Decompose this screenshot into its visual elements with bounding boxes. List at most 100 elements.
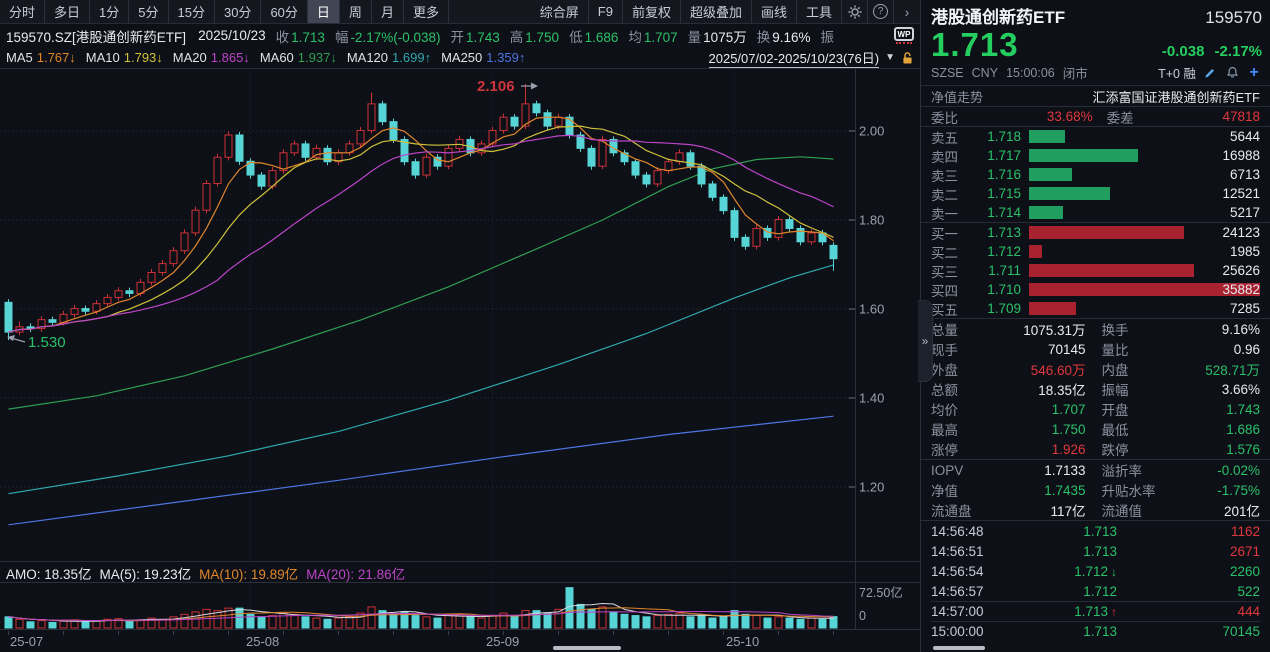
candle-body <box>26 326 35 330</box>
volume-bar <box>642 616 651 629</box>
candle-body <box>70 308 79 315</box>
tool-button[interactable]: 综合屏 <box>531 0 589 23</box>
quote-panel: 港股通创新药ETF 159570 1.713 -0.038 -2.17% SZS… <box>920 0 1270 652</box>
trade-tick-row: 15:00:00 1.713 70145 <box>931 621 1260 641</box>
candle-body <box>686 152 695 167</box>
nav-trend-row[interactable]: 净值走势 汇添富国证港股通创新药ETF <box>921 85 1270 106</box>
stat-value: 1.743 <box>1226 401 1260 417</box>
toolbar-spacer <box>449 0 531 23</box>
trade-tick-row: 14:56:54 1.712 ↓ 2260 <box>931 561 1260 581</box>
alert-bell-icon[interactable] <box>1224 65 1240 81</box>
period-tab[interactable]: 月 <box>372 0 404 23</box>
settings-gear-icon[interactable] <box>842 0 868 23</box>
add-to-watchlist-icon[interactable]: + <box>1249 63 1259 81</box>
candle-body <box>147 272 156 283</box>
candle-body <box>488 130 497 145</box>
candle-body <box>180 232 189 252</box>
depth-volume-bar <box>1029 187 1110 200</box>
depth-row-ask[interactable]: 卖一 1.714 5217 <box>931 203 1260 222</box>
depth-row-bid[interactable]: 买二 1.712 1985 <box>931 242 1260 261</box>
candle-body <box>444 147 453 167</box>
depth-row-bid[interactable]: 买五 1.709 7285 <box>931 299 1260 318</box>
depth-row-ask[interactable]: 卖二 1.715 12521 <box>931 184 1260 203</box>
quote-field-value: 1075万 <box>703 29 747 45</box>
depth-row-bid[interactable]: 买一 1.713 24123 <box>931 223 1260 242</box>
stat-row: 现手 70145 量比 0.96 <box>931 339 1260 359</box>
tool-button[interactable]: 画线 <box>752 0 797 23</box>
stat-label: 换手 <box>1101 323 1129 338</box>
stat-value: 546.60万 <box>1030 363 1086 378</box>
tick-time: 14:56:57 <box>931 583 984 599</box>
volume-bar <box>180 613 189 629</box>
help-icon[interactable]: ? <box>868 0 894 23</box>
volume-bar <box>664 613 673 629</box>
unlock-icon[interactable] <box>901 51 914 65</box>
dropdown-caret-icon[interactable]: ▼ <box>885 52 895 63</box>
volume-bar <box>191 611 200 629</box>
period-tab[interactable]: 5分 <box>129 0 169 23</box>
period-tab[interactable]: 多日 <box>45 0 91 23</box>
period-tab[interactable]: 更多 <box>404 0 449 23</box>
depth-bar-zone: 35882 <box>1029 282 1260 297</box>
volume-bar <box>26 621 35 629</box>
date-range-selector[interactable]: 2025/07/02-2025/10/23(76日) <box>708 48 880 68</box>
stat-label: 总额 <box>931 383 958 398</box>
period-tab[interactable]: 周 <box>340 0 372 23</box>
period-tab[interactable]: 分时 <box>0 0 46 23</box>
period-tab[interactable]: 日 <box>307 0 340 23</box>
depth-row-bid[interactable]: 买四 1.710 35882 <box>931 280 1260 299</box>
edit-pencil-icon[interactable] <box>1202 65 1218 81</box>
tool-button[interactable]: F9 <box>589 0 623 23</box>
ma-item-value: 1.865↓ <box>210 50 250 65</box>
candle-body <box>4 301 13 333</box>
panel-collapse-handle[interactable]: » <box>918 300 933 382</box>
wp-plugin-icon[interactable]: WP <box>894 27 914 44</box>
volume-bar <box>114 618 123 629</box>
period-tab[interactable]: 60分 <box>261 0 308 23</box>
candle-body <box>389 121 398 140</box>
depth-row-bid[interactable]: 买三 1.711 25626 <box>931 261 1260 280</box>
period-tab[interactable]: 30分 <box>215 0 262 23</box>
candle-body <box>719 196 728 212</box>
stat-row: 净值 1.7435 升贴水率 -1.75% <box>931 480 1260 500</box>
candle-body <box>422 156 431 176</box>
panel-scrollbar[interactable] <box>933 646 985 650</box>
quote-field-value: 1.686 <box>584 29 619 45</box>
tick-price: 1.712 <box>1083 583 1117 599</box>
period-tab[interactable]: 15分 <box>169 0 215 23</box>
quote-field-value: 1.743 <box>465 29 500 45</box>
depth-qty: 5644 <box>1229 129 1260 144</box>
volume-bar <box>15 618 24 629</box>
depth-qty: 24123 <box>1222 225 1260 240</box>
depth-qty: 16988 <box>1222 148 1260 163</box>
depth-level-label: 卖三 <box>931 168 958 184</box>
toolbar-more-chevron-icon[interactable]: › <box>894 0 920 23</box>
depth-bar-zone: 1985 <box>1029 244 1260 259</box>
tool-button[interactable]: 超级叠加 <box>681 0 752 23</box>
stat-label: 现手 <box>931 343 958 358</box>
depth-row-ask[interactable]: 卖三 1.716 6713 <box>931 165 1260 184</box>
tick-time: 14:56:48 <box>931 523 984 539</box>
stat-row: 最高 1.750 最低 1.686 <box>931 419 1260 439</box>
tool-button[interactable]: 前复权 <box>623 0 681 23</box>
volume-bar <box>136 619 145 629</box>
volume-bar <box>763 617 772 629</box>
tool-button[interactable]: 工具 <box>797 0 842 23</box>
period-tabs: 分时 多日 1分 5分 15分 30分 60分日周月更多 <box>0 0 449 23</box>
tick-time: 14:56:51 <box>931 543 984 559</box>
ma-item: MA120 1.699↑ <box>347 50 431 65</box>
chart-horizontal-scrollbar[interactable] <box>553 646 621 650</box>
stat-label: 外盘 <box>931 363 958 378</box>
candle-body <box>257 174 266 187</box>
depth-row-ask[interactable]: 卖五 1.718 5644 <box>931 127 1260 146</box>
tick-price: 1.712 ↓ <box>1074 563 1117 579</box>
depth-row-ask[interactable]: 卖四 1.717 16988 <box>931 146 1260 165</box>
tick-time: 14:57:00 <box>931 604 984 619</box>
period-tab[interactable]: 1分 <box>90 0 130 23</box>
stat-label: IOPV <box>931 462 964 478</box>
volume-bar <box>48 621 57 629</box>
candlestick-chart[interactable]: 2.00 1.80 1.60 1.40 1.20 72.50亿 0 25-07 25-08 25-… <box>0 69 920 652</box>
x-tick-label: 25-07 <box>10 634 43 649</box>
tick-time: 14:56:54 <box>931 563 984 579</box>
quote-field: 量 1075万 <box>688 26 747 46</box>
